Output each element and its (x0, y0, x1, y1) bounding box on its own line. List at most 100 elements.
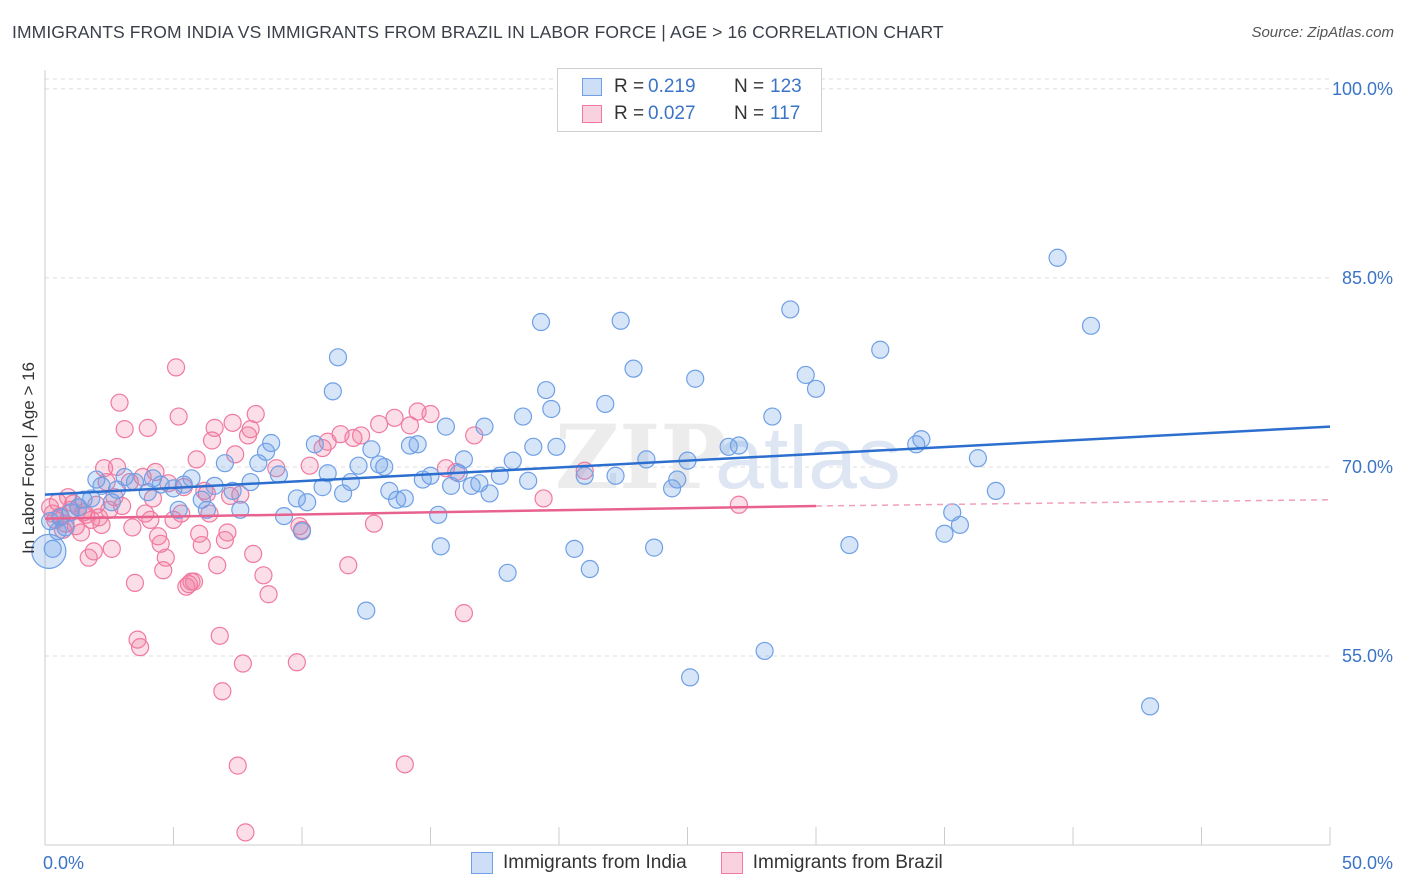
brazil-point (364, 514, 384, 533)
brazil-point (187, 450, 206, 469)
brazil-point (102, 539, 121, 558)
india-point (1081, 316, 1101, 335)
india-point (269, 465, 288, 484)
india-point (231, 500, 250, 519)
india-point (429, 505, 448, 524)
brazil-point (534, 489, 553, 508)
india-point (986, 481, 1006, 500)
brazil-point (454, 604, 474, 623)
brazil-point (107, 457, 127, 477)
axes (44, 70, 1331, 846)
india-point (192, 490, 211, 509)
brazil-point (151, 534, 170, 553)
brazil-point (729, 495, 749, 514)
legend-swatch-india (582, 78, 602, 96)
india-point (781, 300, 800, 319)
y-axis-title: In Labor Force | Age > 16 (19, 362, 38, 554)
correlation-legend: R = 0.219 N = 123 R = 0.027 N = 117 (557, 68, 822, 132)
brazil-point (233, 654, 252, 673)
gridlines (45, 78, 1330, 657)
legend-n-label: N = (734, 103, 765, 124)
india-point (498, 563, 517, 582)
legend-n-label: N = (734, 76, 765, 97)
india-point (387, 490, 407, 509)
brazil-point (169, 407, 188, 426)
india-point (729, 436, 749, 455)
brazil-point (205, 418, 224, 437)
legend-item-brazil[interactable]: Immigrants from Brazil (720, 852, 943, 874)
legend-item-india[interactable]: Immigrants from India (471, 852, 687, 874)
chart-source: Source: ZipAtlas.com (1251, 24, 1394, 41)
india-point (305, 435, 324, 454)
india-point (580, 559, 599, 579)
legend-row-india: R = 0.219 N = 123 (582, 75, 802, 99)
india-point (637, 450, 656, 469)
x-tick-label: 0.0% (43, 853, 84, 873)
brazil-point (141, 510, 160, 529)
india-point (668, 470, 687, 489)
india-point (328, 348, 348, 367)
india-point (968, 449, 988, 468)
india-point (524, 437, 543, 456)
legend-r-label: R = (614, 103, 645, 124)
india-point (519, 471, 538, 490)
india-point (256, 442, 276, 461)
india-point (1140, 697, 1160, 716)
y-tick-label: 100.0% (1332, 79, 1393, 99)
india-point (287, 489, 306, 508)
legend-row-brazil: R = 0.027 N = 117 (582, 102, 800, 126)
x-tick-label: 50.0% (1342, 853, 1393, 873)
india-point (763, 407, 782, 426)
india-point (871, 340, 890, 359)
trendlines (44, 425, 1331, 520)
brazil-point (190, 524, 209, 543)
brazil-point (115, 420, 134, 439)
india-point (31, 533, 67, 569)
india-point (475, 417, 494, 436)
india-point (262, 433, 281, 453)
brazil-point (166, 358, 186, 377)
india-point (395, 489, 414, 508)
india-point (662, 479, 682, 498)
brazil-point (210, 626, 229, 645)
india-point (408, 435, 427, 454)
india-point (292, 522, 312, 541)
y-tick-label: 55.0% (1342, 646, 1393, 666)
brazil-point (130, 638, 150, 657)
india-point (82, 489, 101, 508)
india-point (92, 476, 111, 495)
brazil-point (241, 420, 260, 439)
brazil-trendline-extension (815, 498, 1331, 507)
india-point (318, 464, 337, 483)
legend-swatch-india (471, 852, 493, 874)
y-tick-label: 70.0% (1342, 457, 1393, 477)
india-point (806, 379, 826, 398)
brazil-point (192, 535, 211, 555)
india-point (454, 450, 474, 469)
brazil-point (184, 572, 204, 591)
india-point (197, 500, 217, 519)
legend-n-value: 117 (770, 103, 801, 124)
india-point (115, 467, 134, 487)
india-point (547, 437, 566, 456)
india-point (362, 440, 381, 459)
india-point (41, 512, 60, 531)
brazil-point (213, 682, 232, 701)
india-point (531, 312, 551, 332)
india-point (680, 668, 700, 687)
legend-label-india: Immigrants from India (503, 852, 687, 873)
brazil-point (400, 416, 420, 435)
india-point (357, 601, 376, 620)
india-point (840, 535, 859, 555)
brazil-point (223, 413, 242, 432)
india-point (513, 407, 533, 426)
india-point (431, 537, 450, 556)
brazil-trendline (44, 504, 817, 520)
brazil-point (395, 755, 414, 774)
india-point (935, 524, 954, 543)
legend-label-brazil: Immigrants from Brazil (752, 852, 943, 873)
series-brazil-points (41, 358, 749, 842)
india-point (349, 456, 368, 475)
india-point (565, 539, 584, 558)
series-legend: Immigrants from India Immigrants from Br… (471, 852, 977, 874)
